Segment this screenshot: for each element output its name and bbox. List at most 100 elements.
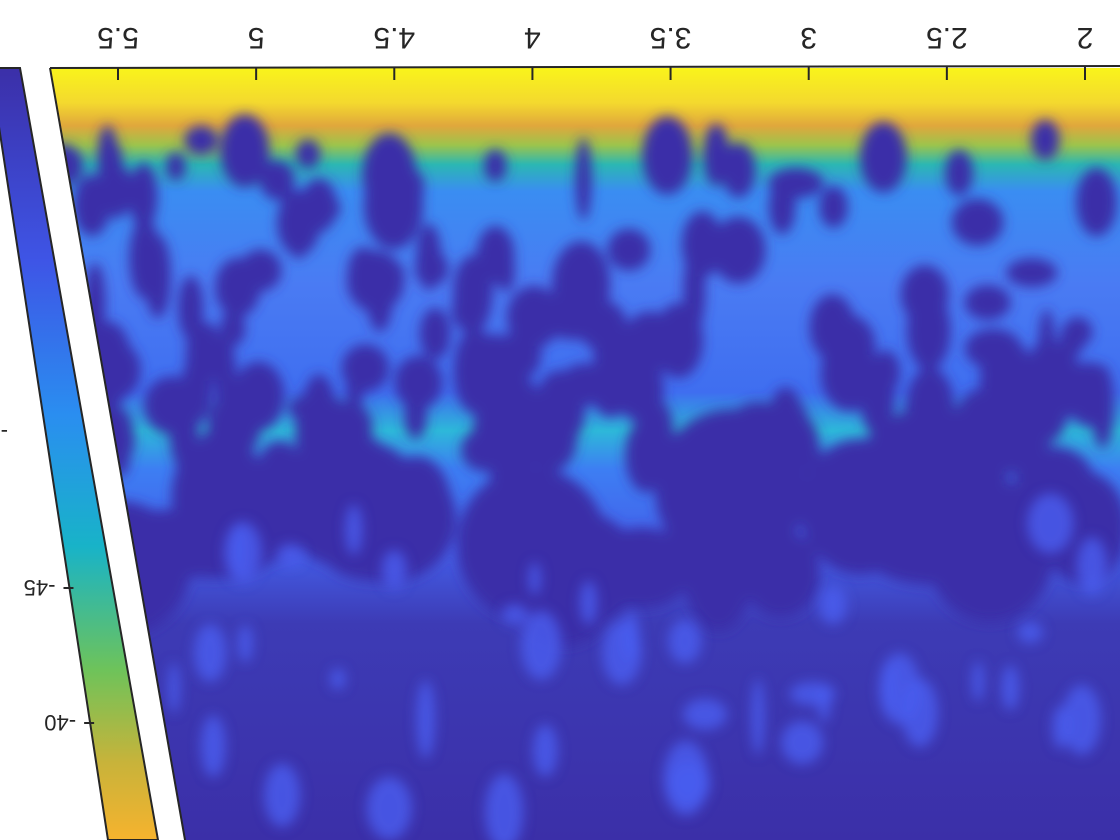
heatmap-low-blob	[721, 142, 756, 198]
heatmap-low-blob	[180, 286, 200, 320]
heatmap-light-blob	[789, 681, 836, 706]
heatmap-light-blob	[682, 698, 728, 730]
heatmap-light-blob	[1076, 537, 1108, 595]
x-tick-label: 3.5	[650, 21, 692, 54]
heatmap-low-blob	[590, 527, 694, 609]
heatmap-low-blob	[184, 125, 218, 156]
x-tick-label: 2.5	[926, 21, 968, 54]
heatmap-light-blob	[528, 562, 541, 596]
heatmap-low-blob	[98, 165, 136, 217]
heatmap-low-blob	[534, 370, 586, 449]
heatmap-light-blob	[193, 623, 227, 682]
heatmap-light-blob	[1027, 493, 1074, 554]
heatmap-light-blob	[276, 543, 304, 567]
heatmap-light-blob	[622, 611, 640, 662]
heatmap-light-blob	[1001, 665, 1020, 711]
heatmap-low-blob	[220, 310, 246, 347]
heatmap-low-blob	[259, 160, 295, 201]
y-axis-line	[49, 67, 186, 840]
heatmap-light-blob	[520, 610, 562, 680]
heatmap-light-blob	[237, 624, 253, 663]
heatmap-low-blob	[419, 307, 451, 360]
heatmap-light-blob	[330, 668, 346, 690]
heatmap-low-blob	[1062, 317, 1093, 347]
heatmap-light-blob	[781, 721, 824, 765]
heatmap-low-blob	[871, 350, 901, 394]
heatmap-low-blob	[906, 290, 951, 371]
heatmap-light-blob	[1017, 621, 1043, 644]
heatmap-low-blob	[1030, 119, 1060, 161]
heatmap-low-blob	[295, 139, 321, 169]
heatmap-low-blob	[642, 116, 693, 195]
heatmap-light-blob	[366, 776, 412, 840]
heatmap-low-blob	[239, 249, 282, 292]
heatmap-low-blob	[394, 355, 443, 410]
heatmap-low-blob	[925, 478, 1055, 623]
heatmap-light-blob	[532, 724, 558, 777]
heatmap-light-blob	[381, 549, 407, 590]
heatmap-low-blob	[85, 321, 133, 409]
heatmap-light-blob	[484, 773, 524, 840]
heatmap-low-blob	[288, 392, 345, 424]
heatmap-light-blob	[232, 522, 246, 578]
heatmap-light-blob	[501, 604, 528, 625]
heatmap-light-blob	[878, 652, 920, 725]
heatmap-light-blob	[167, 662, 180, 714]
heatmap-low-blob	[414, 250, 449, 287]
heatmap-low-blob	[220, 114, 270, 188]
heatmap-low-blob	[165, 152, 186, 181]
colorbar-tick-label: -40	[44, 710, 76, 735]
heatmap-low-blob	[82, 403, 133, 451]
heatmap-low-blob	[711, 216, 766, 284]
heatmap-low-blob	[50, 144, 84, 187]
colorbar-bar	[0, 67, 160, 840]
heatmap-light-blob	[751, 678, 765, 755]
x-tick-label: 5.5	[97, 21, 139, 54]
heatmap-low-blob	[722, 443, 800, 522]
x-tick-label: 5	[248, 21, 265, 54]
heatmap-light-blob	[579, 580, 598, 625]
colorbar-tick-label: -45	[24, 575, 56, 600]
heatmap-low-blob	[964, 284, 1011, 321]
x-tick-label: 4	[524, 21, 541, 54]
heatmap-light-blob	[416, 680, 435, 759]
heatmap-low-blob	[232, 361, 285, 431]
heatmap-low-blob	[741, 529, 820, 618]
x-tick-label: 2	[1077, 21, 1094, 54]
x-tick-label: 4.5	[373, 21, 415, 54]
x-axis-line	[49, 65, 1120, 69]
heatmap-low-blob	[487, 373, 542, 450]
colorbar: -45 -40 -	[0, 67, 160, 840]
heatmap-low-blob	[575, 137, 592, 221]
heatmap-light-blob	[663, 740, 709, 816]
heatmap-low-blob	[631, 348, 659, 409]
colorbar-ticks: -45 -40 -	[1, 420, 95, 735]
heatmap-low-blob	[366, 251, 394, 332]
heatmap-light-blob	[819, 585, 847, 625]
heatmap-light-blobs	[167, 493, 1108, 840]
heatmap-low-blob	[1006, 258, 1058, 288]
heatmap-light-blob	[972, 661, 985, 702]
heatmap-low-blob	[129, 217, 161, 299]
heatmap-low-blob	[552, 241, 611, 328]
heatmap-low-blob	[945, 149, 974, 196]
heatmap-low-blob	[129, 162, 158, 230]
heatmap-light-blob	[345, 504, 363, 556]
heatmap-low-blob	[951, 198, 1004, 246]
heatmap-low-blob	[453, 328, 497, 415]
colorbar-partial-label: -	[1, 420, 8, 445]
heatmap-low-blob	[301, 178, 337, 233]
heatmap-low-blob	[451, 289, 490, 333]
heatmap-low-blob	[143, 376, 201, 435]
heatmap-low-blob	[819, 185, 848, 228]
heatmap-light-blob	[263, 763, 301, 827]
heatmap-low-blob	[1043, 352, 1085, 419]
heatmap-low-blob	[501, 327, 542, 380]
heatmap-light-blob	[1062, 684, 1101, 755]
heatmap-low-blob	[649, 333, 685, 363]
heatmap-low-blob	[607, 228, 651, 271]
heatmap-low-blob	[365, 141, 409, 195]
heatmap-low-blob	[820, 314, 876, 378]
x-axis-ticks: 5.5 5 4.5 4 3.5 3 2.5 2	[97, 21, 1093, 80]
